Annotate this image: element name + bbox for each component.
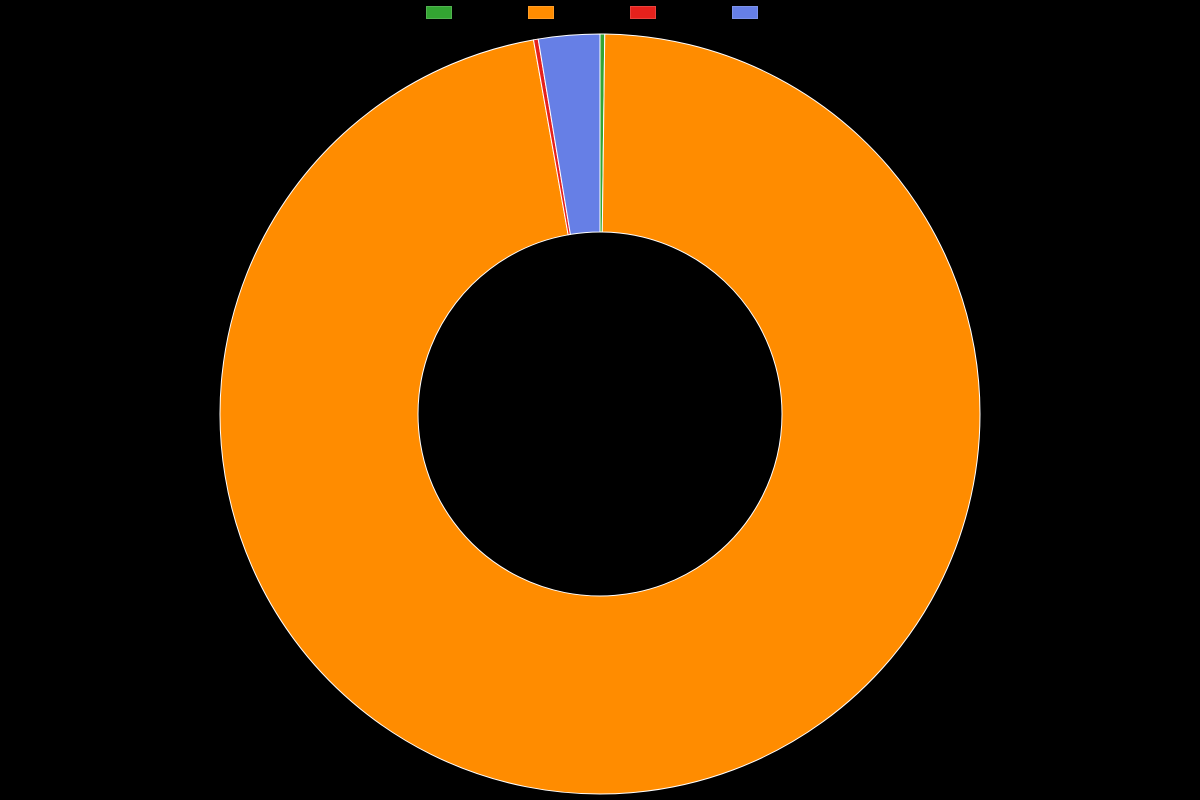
- donut-chart: [0, 28, 1200, 800]
- chart-legend: [426, 6, 774, 19]
- legend-swatch-2: [630, 6, 656, 19]
- legend-swatch-1: [528, 6, 554, 19]
- legend-swatch-3: [732, 6, 758, 19]
- legend-swatch-0: [426, 6, 452, 19]
- legend-item-0: [426, 6, 468, 19]
- donut-chart-container: [0, 28, 1200, 800]
- legend-item-2: [630, 6, 672, 19]
- legend-item-1: [528, 6, 570, 19]
- legend-item-3: [732, 6, 774, 19]
